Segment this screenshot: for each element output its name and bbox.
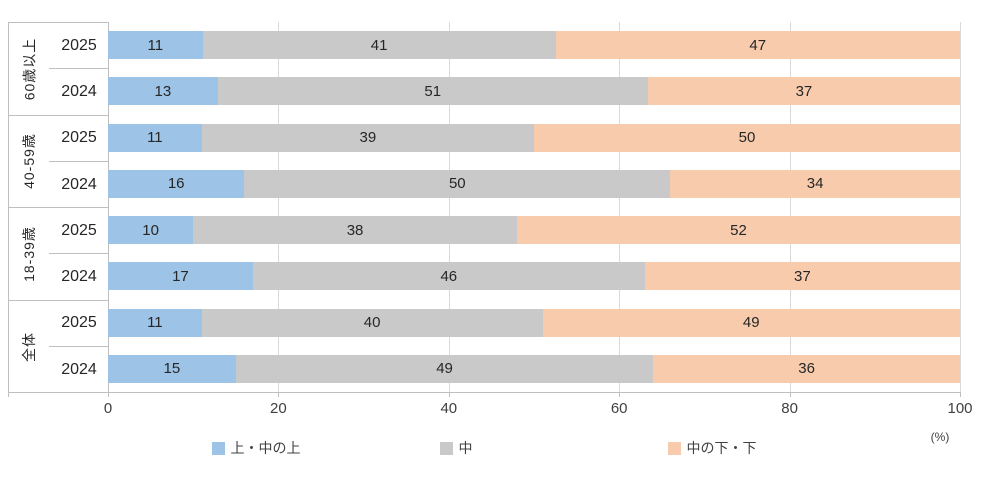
axis-left-tick xyxy=(8,392,9,397)
category-group: 60歳以上 2025 2024 xyxy=(9,23,109,116)
bar-segment: 37 xyxy=(644,262,960,291)
tick-label-0: 0 xyxy=(103,400,113,417)
legend-swatch xyxy=(211,441,225,455)
bar-segment: 11 xyxy=(108,31,203,60)
bar-segment: 50 xyxy=(244,169,671,198)
bar-segment: 11 xyxy=(108,123,202,152)
legend: 上・中の上 中 中の下・下 xyxy=(0,438,999,458)
tickmark-20 xyxy=(278,392,280,397)
gridline-0 xyxy=(108,22,109,392)
year-label: 2025 xyxy=(49,23,109,70)
x-axis-unit-label: (%) xyxy=(930,430,950,444)
bar-segment: 16 xyxy=(108,169,245,198)
group-label-text: 18-39歳 xyxy=(21,225,37,282)
tick-label-100: 100 xyxy=(947,400,973,417)
bar-segment: 10 xyxy=(108,216,194,245)
bar-segment: 17 xyxy=(108,262,253,291)
gridline-80 xyxy=(789,22,791,392)
legend-item: 中 xyxy=(439,438,560,458)
bar-segment: 41 xyxy=(202,31,556,60)
bar-segment: 38 xyxy=(193,216,517,245)
year-label: 2024 xyxy=(61,360,97,378)
group-label-text: 全体 xyxy=(21,331,37,362)
x-axis-line xyxy=(8,392,960,393)
bar-segment: 40 xyxy=(201,308,543,337)
gridline-40 xyxy=(448,22,450,392)
bar-segment: 49 xyxy=(542,308,960,337)
tickmark-100 xyxy=(960,392,961,397)
tick-label-20: 20 xyxy=(270,400,287,417)
bar-row: 13 51 37 xyxy=(108,77,960,106)
legend-label: 中の下・下 xyxy=(686,440,757,456)
category-axis: 60歳以上 2025 2024 40-59歳 2025 2024 18-39歳 2025 202… xyxy=(8,22,109,394)
bar-segment: 50 xyxy=(533,123,960,152)
bar-segment: 52 xyxy=(516,216,960,245)
plot-area: 11 41 47 13 51 37 11 39 50 16 50 34 10 38 52 17 46 37 11 40… xyxy=(108,22,961,392)
group-label: 60歳以上 xyxy=(9,23,49,115)
group-label-text: 60歳以上 xyxy=(21,37,38,101)
year-label: 2024 xyxy=(61,268,97,286)
bar-row: 11 41 47 xyxy=(108,31,960,60)
bar-row: 10 38 52 xyxy=(108,216,960,245)
bar-segment: 13 xyxy=(108,77,218,106)
year-label: 2024 xyxy=(61,83,97,101)
bar-segment: 11 xyxy=(108,308,202,337)
bar-segment: 47 xyxy=(555,31,960,60)
year-label: 2025 xyxy=(49,208,109,255)
group-label-text: 40-59歳 xyxy=(21,133,37,190)
tick-label-60: 60 xyxy=(610,400,628,417)
gridline-60 xyxy=(619,22,621,392)
tickmark-60 xyxy=(619,392,621,397)
bar-segment: 34 xyxy=(670,169,960,198)
category-group: 18-39歳 2025 2024 xyxy=(9,208,109,301)
gridline-100 xyxy=(960,22,961,392)
bar-segment: 15 xyxy=(108,354,236,383)
legend-item: 中の下・下 xyxy=(667,438,788,458)
bar-row: 16 50 34 xyxy=(108,169,960,198)
legend-item: 上・中の上 xyxy=(211,438,332,458)
bar-segment: 36 xyxy=(653,354,960,383)
group-label: 40-59歳 xyxy=(9,116,49,208)
group-label: 18-39歳 xyxy=(9,208,49,300)
bar-row: 11 39 50 xyxy=(108,123,960,152)
tickmark-40 xyxy=(448,392,450,397)
bar-row: 11 40 49 xyxy=(108,308,960,337)
group-label: 全体 xyxy=(9,301,49,394)
legend-swatch xyxy=(439,441,453,455)
bar-row: 15 49 36 xyxy=(108,354,960,383)
legend-swatch xyxy=(667,441,681,455)
year-label: 2024 xyxy=(61,175,97,193)
category-group: 40-59歳 2025 2024 xyxy=(9,116,109,208)
bar-segment: 46 xyxy=(252,262,645,291)
bar-segment: 51 xyxy=(217,77,648,106)
gridline-20 xyxy=(278,22,280,392)
bar-row: 17 46 37 xyxy=(108,262,960,291)
year-label: 2025 xyxy=(49,116,109,162)
tickmark-0 xyxy=(108,392,109,397)
tick-label-40: 40 xyxy=(440,400,458,417)
tick-label-80: 80 xyxy=(781,400,798,417)
bar-segment: 49 xyxy=(235,354,654,383)
bar-segment: 37 xyxy=(647,77,960,106)
legend-label: 中 xyxy=(458,440,473,456)
category-group: 全体 2025 2024 xyxy=(9,301,109,394)
legend-label: 上・中の上 xyxy=(230,440,301,456)
year-label: 2025 xyxy=(49,301,109,347)
tickmark-80 xyxy=(789,392,791,397)
bar-segment: 39 xyxy=(201,123,534,152)
